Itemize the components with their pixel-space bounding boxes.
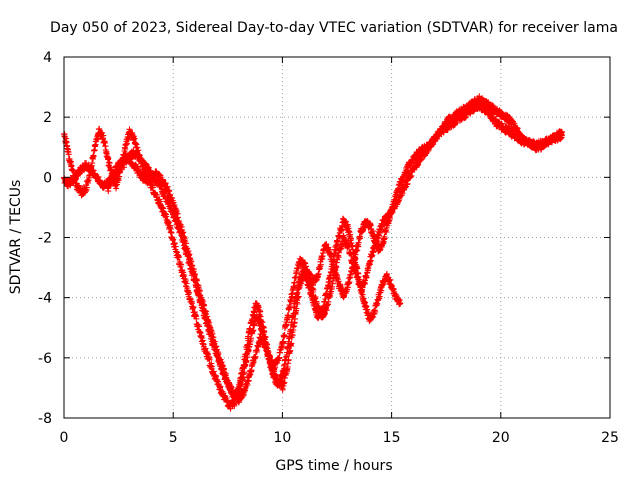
axis-tick-labels: 0 5 10 15 20 25 -8 -6 -4 -2 0 2 4 — [38, 50, 619, 446]
axis-ticks — [63, 56, 611, 419]
data-series-track-3 — [104, 93, 565, 400]
x-tick-label: 10 — [273, 430, 291, 446]
y-tick-label: 2 — [43, 110, 52, 126]
y-axis-label: SDTVAR / TECUs — [8, 180, 24, 295]
data-points — [61, 93, 565, 412]
x-tick-label: 25 — [601, 430, 619, 446]
x-tick-label: 0 — [60, 430, 69, 446]
y-tick-label: -4 — [38, 291, 52, 307]
x-tick-label: 5 — [169, 430, 178, 446]
y-tick-label: 4 — [43, 50, 52, 66]
x-tick-label: 20 — [492, 430, 510, 446]
y-tick-label: -2 — [38, 231, 52, 247]
y-tick-label: 0 — [43, 170, 52, 186]
y-tick-label: -6 — [38, 351, 52, 367]
y-tick-label: -8 — [38, 411, 52, 427]
x-axis-label: GPS time / hours — [275, 458, 392, 474]
x-tick-label: 15 — [383, 430, 401, 446]
chart-title: Day 050 of 2023, Sidereal Day-to-day VTE… — [50, 20, 618, 36]
